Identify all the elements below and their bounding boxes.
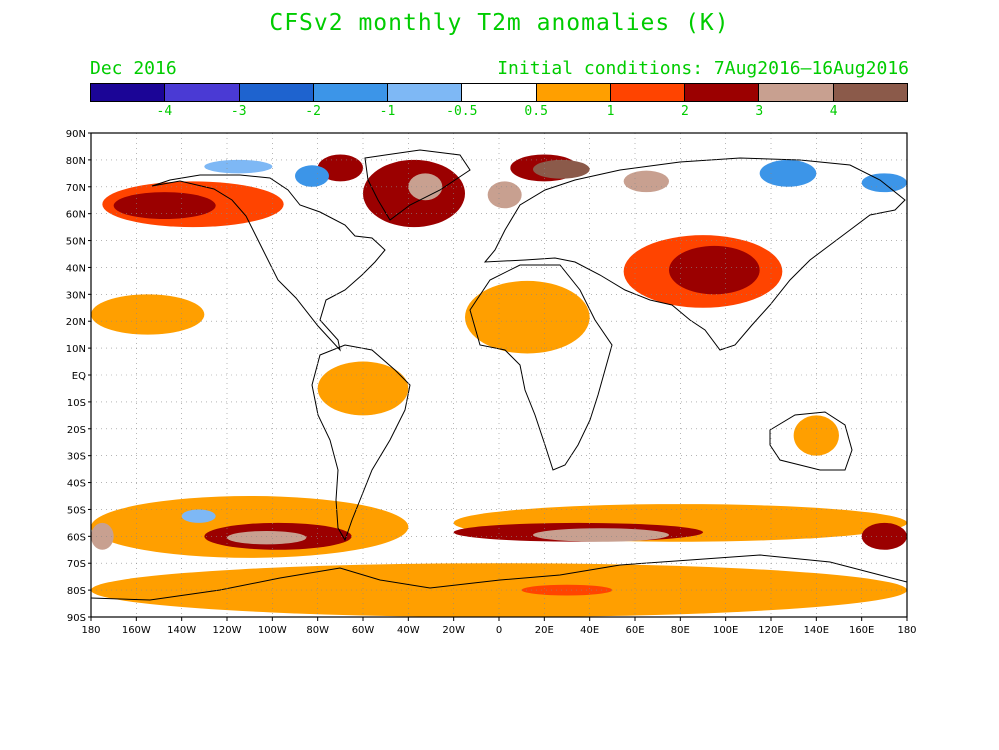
longitude-label: 120E — [758, 625, 783, 636]
longitude-label: 120W — [213, 625, 242, 636]
valid-month-label: Dec 2016 — [90, 58, 177, 79]
longitude-label: 20E — [535, 625, 554, 636]
colorbar-tick-label: -2 — [305, 104, 321, 119]
colorbar-tick-label: 1 — [606, 104, 615, 119]
colorbar-tick-label: 0.5 — [524, 104, 548, 119]
colorbar-tick-label: -1 — [379, 104, 396, 119]
anomaly-region — [317, 154, 364, 182]
latitude-label: 40S — [67, 479, 86, 490]
longitude-label: 160E — [849, 625, 874, 636]
colorbar-swatch — [685, 84, 760, 101]
coastline-south-america — [311, 344, 411, 542]
anomaly-region — [669, 245, 760, 295]
colorbar-tick-label: 4 — [829, 104, 838, 119]
latitude-label: 10N — [66, 344, 86, 355]
coastline-greenland — [364, 149, 471, 221]
colorbar-swatch — [239, 84, 314, 101]
colorbar-tick-label: 2 — [680, 104, 689, 119]
anomaly-region — [204, 159, 273, 174]
longitude-label: 80W — [306, 625, 329, 636]
anomaly-region — [363, 415, 397, 443]
latitude-label: EQ — [72, 371, 86, 382]
anomaly-region — [487, 181, 522, 209]
anomaly-region — [793, 415, 839, 456]
colorbar-swatch — [91, 84, 166, 101]
map-title: CFSv2 monthly T2m anomalies (K) — [269, 10, 730, 36]
longitude-label: 180 — [897, 625, 916, 636]
anomaly-region — [91, 522, 114, 550]
latitude-label: 40N — [66, 263, 86, 274]
longitude-label: 100E — [713, 625, 738, 636]
latitude-label: 70S — [67, 559, 86, 570]
latitude-label: 70N — [66, 183, 86, 194]
colorbar-swatch — [759, 84, 834, 101]
latitude-label: 90N — [66, 129, 86, 140]
colorbar-swatch — [610, 84, 686, 101]
longitude-label: 140W — [167, 625, 196, 636]
longitude-label: 0 — [496, 625, 502, 636]
coastline-eurasia — [483, 157, 906, 351]
longitude-label: 40W — [397, 625, 420, 636]
coastline-north-america — [151, 174, 386, 352]
colorbar-tick-label: 3 — [755, 104, 764, 119]
anomaly-region — [113, 192, 216, 220]
longitude-label: 20W — [442, 625, 465, 636]
latitude-label: 30S — [67, 452, 86, 463]
colorbar-tick-label: -4 — [156, 104, 173, 119]
anomaly-region — [533, 528, 669, 542]
latitude-label: 60N — [66, 210, 86, 221]
anomaly-region — [861, 522, 907, 550]
colorbar — [90, 83, 908, 102]
colorbar-swatch — [462, 84, 537, 101]
colorbar-swatch — [536, 84, 611, 101]
latitude-label: 50S — [67, 505, 86, 516]
anomaly-region — [464, 280, 590, 354]
latitude-label: 50N — [66, 237, 86, 248]
colorbar-tick-label: -0.5 — [446, 104, 478, 119]
longitude-label: 160W — [122, 625, 151, 636]
coastline-antarctica — [91, 554, 907, 601]
coastline-australia — [769, 411, 853, 471]
colorbar-tick-label: -3 — [230, 104, 247, 119]
colorbar-swatch — [833, 84, 907, 101]
anomaly-region — [759, 159, 817, 187]
longitude-label: 100W — [258, 625, 287, 636]
longitude-label: 40E — [580, 625, 599, 636]
colorbar-swatch — [165, 84, 240, 101]
colorbar-swatch — [388, 84, 463, 101]
latitude-label: 10S — [67, 398, 86, 409]
graticule — [91, 133, 907, 617]
anomaly-region — [91, 563, 907, 617]
longitude-label: 60E — [625, 625, 644, 636]
latitude-label: 60S — [67, 532, 86, 543]
latitude-label: 90S — [67, 613, 86, 624]
longitude-labels: 180 160W 140W 120W 100W 80W 60W 40W 20W 0 20E 40E 60… — [81, 617, 917, 636]
longitude-label: 180 — [81, 625, 100, 636]
anomaly-region — [408, 173, 443, 201]
coastline-layer — [91, 149, 907, 601]
longitude-label: 60W — [352, 625, 375, 636]
anomaly-region — [533, 159, 590, 179]
anomaly-field-layer — [91, 154, 907, 617]
anomaly-region — [226, 530, 307, 545]
latitude-label: 20S — [67, 425, 86, 436]
anomaly-region — [623, 170, 669, 193]
latitude-label: 80S — [67, 586, 86, 597]
longitude-label: 80E — [671, 625, 690, 636]
anomaly-region — [861, 173, 907, 193]
anomaly-region — [91, 294, 205, 335]
longitude-label: 140E — [804, 625, 829, 636]
initial-conditions-label: Initial conditions: 7Aug2016–16Aug2016 — [497, 58, 909, 79]
coastline-africa — [469, 264, 613, 471]
colorbar-swatch — [313, 84, 389, 101]
latitude-label: 20N — [66, 317, 86, 328]
anomaly-region — [295, 165, 329, 187]
anomaly-region — [181, 509, 216, 523]
latitude-label: 80N — [66, 156, 86, 167]
latitude-label: 30N — [66, 290, 86, 301]
latitude-labels: 90N 80N 70N 60N 50N 40N 30N 20N 10N EQ 10S 20S 30S 40… — [66, 129, 91, 624]
